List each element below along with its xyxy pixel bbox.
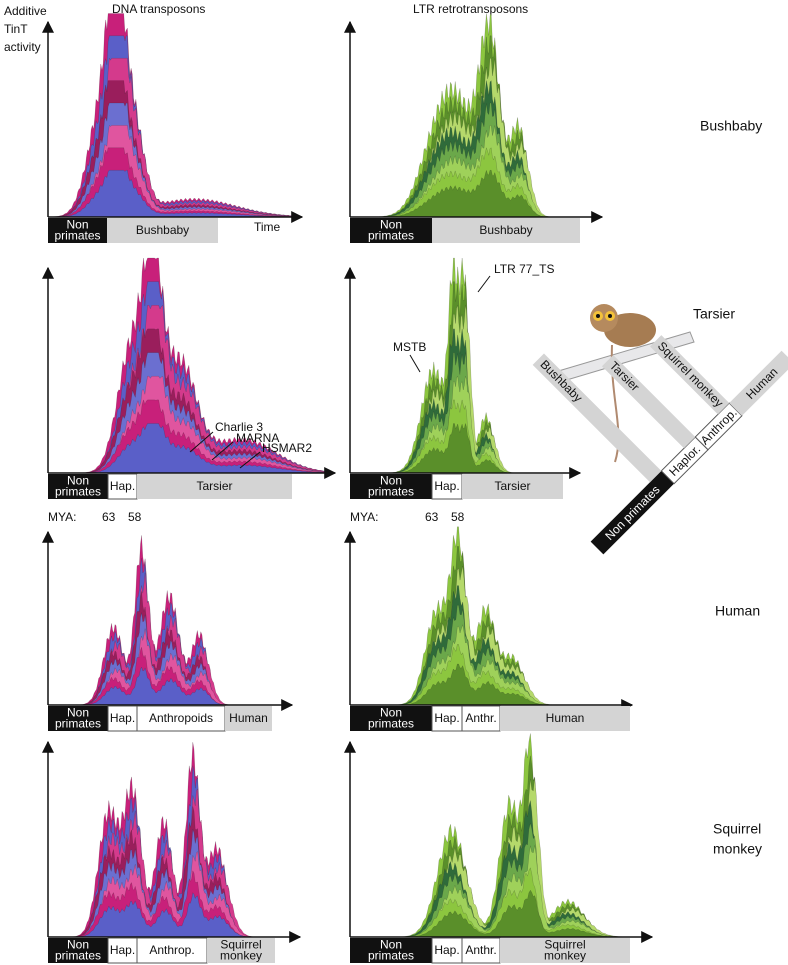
y-axis-label: Additive bbox=[4, 4, 47, 18]
timeline-label: Non bbox=[67, 706, 89, 720]
activity-layer bbox=[50, 352, 326, 474]
activity-layer bbox=[352, 422, 570, 474]
timeline-label: Anthrop. bbox=[149, 943, 194, 957]
species-label: Bushbaby bbox=[700, 118, 762, 134]
column-title: DNA transposons bbox=[112, 2, 205, 16]
timeline-label: Hap. bbox=[434, 943, 459, 957]
timeline-segment bbox=[431, 937, 463, 964]
timeline-label: Non bbox=[380, 706, 402, 720]
timeline-label: primates bbox=[54, 229, 100, 243]
timeline-label: Anthr. bbox=[465, 943, 496, 957]
annotation-line bbox=[409, 354, 421, 373]
timeline-label: primates bbox=[368, 949, 414, 963]
timeline-label: Tarsier bbox=[196, 479, 232, 493]
tree-leaf: Bushbaby bbox=[537, 357, 585, 405]
annotation-line bbox=[239, 451, 261, 469]
timeline-segment bbox=[48, 474, 108, 499]
timeline-label: primates bbox=[368, 485, 414, 499]
timeline-label: Squirrel bbox=[220, 938, 261, 952]
timeline-segment bbox=[136, 937, 208, 964]
timeline-segment bbox=[48, 706, 108, 731]
timeline-segment bbox=[350, 474, 432, 499]
timeline-segment bbox=[107, 705, 138, 732]
mya-tick: 63 bbox=[102, 510, 116, 524]
timeline-label: Hap. bbox=[110, 943, 135, 957]
species-label: Tarsier bbox=[693, 306, 735, 322]
timeline-segment bbox=[107, 937, 138, 964]
y-axis-label: activity bbox=[4, 40, 41, 54]
timeline-segment bbox=[500, 938, 630, 963]
timeline-label: monkey bbox=[544, 949, 586, 963]
timeline-label: primates bbox=[55, 717, 101, 731]
timeline-label: Non bbox=[380, 938, 402, 952]
timeline-segment bbox=[500, 706, 630, 731]
timeline-segment bbox=[107, 473, 138, 500]
timeline-label: Bushbaby bbox=[479, 223, 532, 237]
timeline-label: Human bbox=[546, 711, 585, 725]
species-label: monkey bbox=[713, 841, 762, 857]
timeline-label: Anthr. bbox=[465, 711, 496, 725]
timeline-segment bbox=[350, 706, 432, 731]
tree-node: Non primates bbox=[602, 483, 662, 543]
timeline-label: Non bbox=[66, 218, 88, 232]
y-axis-label: TinT bbox=[4, 22, 28, 36]
timeline-label: Non bbox=[380, 218, 402, 232]
tree-leaf: Squirrel monkey bbox=[655, 339, 726, 410]
timeline-label: Tarsier bbox=[494, 479, 530, 493]
species-label: Human bbox=[715, 603, 760, 619]
timeline-segment bbox=[225, 706, 272, 731]
mya-tick: 58 bbox=[128, 510, 142, 524]
timeline-segment bbox=[461, 705, 501, 732]
column-title: LTR retrotransposons bbox=[413, 2, 528, 16]
timeline-label: Human bbox=[229, 711, 268, 725]
mya-tick: 63 bbox=[425, 510, 439, 524]
timeline-label: monkey bbox=[220, 949, 262, 963]
timeline-label: Non bbox=[380, 474, 402, 488]
annotation: HSMAR2 bbox=[262, 441, 312, 455]
timeline-label: primates bbox=[368, 229, 414, 243]
timeline-segment bbox=[107, 218, 218, 243]
annotation: Charlie 3 bbox=[215, 420, 263, 434]
timeline-label: Squirrel bbox=[544, 938, 585, 952]
timeline-label: Hap. bbox=[434, 711, 459, 725]
timeline-label: primates bbox=[55, 485, 101, 499]
timeline-label: Hap. bbox=[110, 711, 135, 725]
annotation-line bbox=[189, 431, 214, 453]
annotation: MSTB bbox=[393, 340, 426, 354]
timeline-label: Non bbox=[67, 474, 89, 488]
annotation-line bbox=[211, 441, 234, 461]
timeline-segment bbox=[432, 218, 580, 243]
timeline-label: Non bbox=[67, 938, 89, 952]
mya-label: MYA: bbox=[350, 510, 378, 524]
mya-label: MYA: bbox=[48, 510, 76, 524]
tree-leaf: Human bbox=[743, 365, 780, 402]
timeline-segment bbox=[48, 218, 107, 243]
timeline-segment bbox=[431, 705, 463, 732]
activity-layer bbox=[50, 399, 326, 474]
activity-layer bbox=[50, 170, 293, 218]
timeline-label: Hap. bbox=[110, 479, 135, 493]
species-label: Squirrel bbox=[713, 821, 761, 837]
timeline-segment bbox=[431, 473, 463, 500]
timeline-segment bbox=[350, 218, 432, 243]
timeline-segment bbox=[462, 474, 563, 499]
annotation: MARNA bbox=[236, 431, 279, 445]
timeline-label: Hap. bbox=[434, 479, 459, 493]
timeline-label: primates bbox=[368, 717, 414, 731]
phylogeny: Non primates Haplor. Anthrop. Bushbaby T… bbox=[532, 335, 788, 555]
timeline-segment bbox=[350, 938, 432, 963]
timeline-segment bbox=[137, 474, 292, 499]
timeline-label: Anthropoids bbox=[149, 711, 213, 725]
x-axis-label: Time bbox=[254, 220, 281, 234]
timeline-label: Bushbaby bbox=[136, 223, 189, 237]
timeline-segment bbox=[48, 938, 108, 963]
timeline-label: primates bbox=[55, 949, 101, 963]
annotation: LTR 77_TS bbox=[494, 262, 554, 276]
annotation-line bbox=[477, 275, 491, 293]
timeline-segment bbox=[461, 937, 501, 964]
timeline-segment bbox=[207, 938, 275, 963]
mya-tick: 58 bbox=[451, 510, 465, 524]
activity-layer bbox=[50, 423, 326, 474]
